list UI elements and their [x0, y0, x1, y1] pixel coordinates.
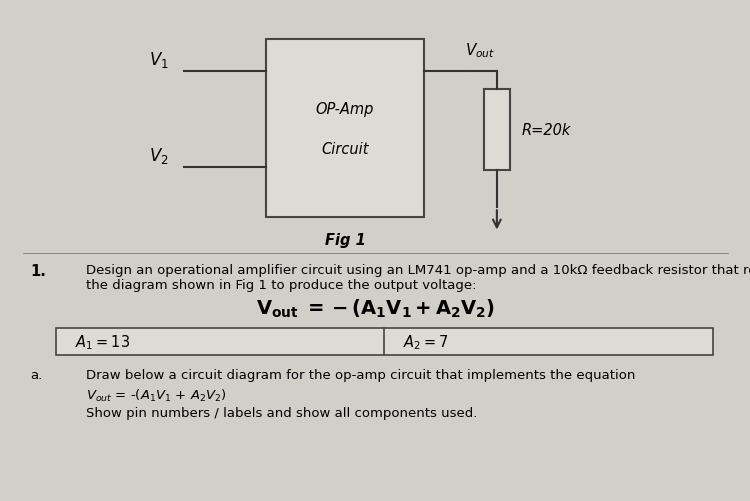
Text: OP-Amp: OP-Amp	[316, 102, 374, 116]
Text: $A_2 = 7$: $A_2 = 7$	[404, 333, 449, 351]
Text: R=20k: R=20k	[521, 123, 571, 138]
Text: the diagram shown in Fig 1 to produce the output voltage:: the diagram shown in Fig 1 to produce th…	[86, 278, 477, 291]
Text: $\mathbf{V_{out}}$ $\mathbf{= - (A_1V_1 + A_2V_2)}$: $\mathbf{V_{out}}$ $\mathbf{= - (A_1V_1 …	[256, 297, 494, 319]
Bar	[56, 328, 712, 356]
Text: Fig 1: Fig 1	[325, 233, 365, 248]
Text: $V_1$: $V_1$	[149, 50, 169, 70]
Text: Show pin numbers / labels and show all components used.: Show pin numbers / labels and show all c…	[86, 406, 478, 419]
Text: $V_{out}$: $V_{out}$	[465, 41, 495, 60]
Text: $V_{out}$ = -($A_1V_1$ + $A_2V_2$): $V_{out}$ = -($A_1V_1$ + $A_2V_2$)	[86, 387, 227, 403]
Text: a.: a.	[30, 368, 42, 381]
Text: Design an operational amplifier circuit using an LM741 op-amp and a 10kΩ feedbac: Design an operational amplifier circuit …	[86, 263, 750, 276]
Text: $V_2$: $V_2$	[149, 146, 169, 166]
Bar	[266, 40, 424, 218]
Text: 1.: 1.	[30, 263, 46, 278]
Text: Circuit: Circuit	[321, 142, 369, 156]
Text: $A_1 = 13$: $A_1 = 13$	[75, 333, 130, 351]
Text: Draw below a circuit diagram for the op-amp circuit that implements the equation: Draw below a circuit diagram for the op-…	[86, 368, 635, 381]
Bar	[484, 90, 510, 170]
